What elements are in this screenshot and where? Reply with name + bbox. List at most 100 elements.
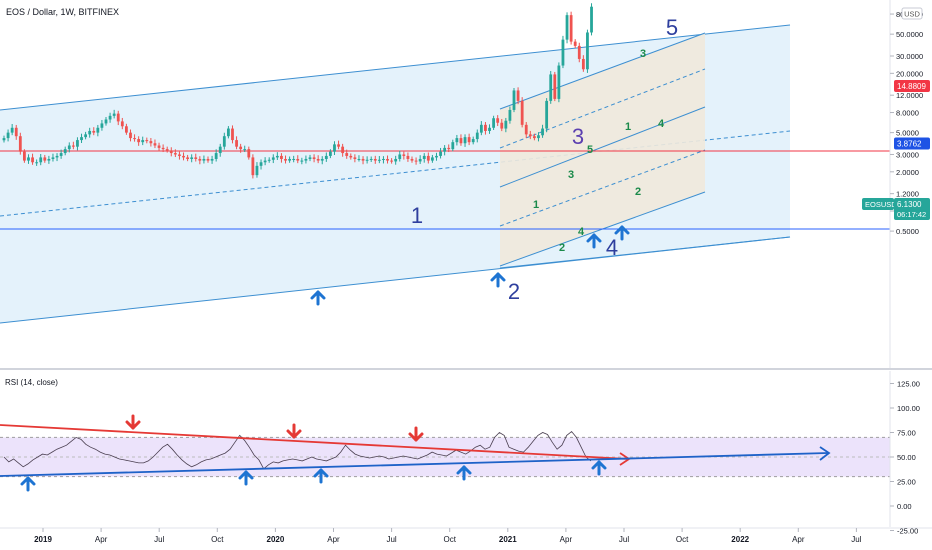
candle-body	[394, 158, 398, 162]
candle-body	[51, 157, 55, 159]
candle-body	[296, 158, 300, 161]
time-tick-label: Jul	[851, 535, 861, 544]
currency-label: USD	[904, 10, 920, 19]
candle-body	[353, 157, 357, 159]
price-tick-label: 1.2000	[896, 190, 919, 199]
candle-body	[410, 158, 414, 161]
candle-body	[324, 155, 328, 159]
rsi-tick-label: 50.00	[897, 453, 916, 462]
inner-channel-lower-dash	[499, 149, 706, 227]
candle-body	[280, 155, 283, 159]
time-tick-label: 2019	[34, 535, 52, 544]
chart-title: EOS / Dollar, 1W, BITFINEX	[6, 7, 119, 17]
time-tick-label: Jul	[154, 535, 164, 544]
candle-body	[329, 151, 332, 156]
candle-body	[590, 6, 593, 33]
wave-labels-small: 1 2 3 4 5 1 2 3 4	[533, 48, 665, 254]
candle-body	[186, 157, 189, 159]
arrow-up-icon	[614, 225, 630, 241]
candle-body	[190, 157, 194, 159]
candle-body	[108, 115, 112, 120]
candle-body	[422, 155, 426, 159]
subwave-label-2a: 2	[559, 242, 565, 254]
candle-body	[292, 158, 296, 160]
candle-body	[47, 158, 51, 161]
price-tick-label: 5.0000	[896, 129, 919, 138]
candle-body	[2, 138, 6, 141]
candle-body	[206, 158, 210, 161]
rsi-tick-label: 125.00	[897, 380, 920, 389]
arrow-up-icon	[20, 476, 36, 492]
candle-body	[504, 120, 508, 129]
candle-body	[251, 157, 255, 176]
candle-body	[455, 138, 459, 143]
subwave-label-1a: 1	[533, 199, 539, 211]
candle-body	[484, 124, 487, 131]
time-tick-label: Jul	[386, 535, 396, 544]
arrow-down-icon	[408, 426, 424, 442]
candle-body	[116, 113, 120, 122]
subwave-label-3b: 3	[640, 48, 646, 60]
arrow-up-icon	[490, 272, 506, 288]
rsi-tick-label: -25.00	[897, 527, 918, 536]
candle-body	[198, 158, 202, 161]
candle-body	[173, 153, 177, 155]
candle-body	[320, 158, 324, 161]
candle-body	[561, 39, 565, 66]
candle-body	[247, 149, 251, 158]
candle-body	[145, 140, 149, 142]
candle-body	[96, 127, 100, 133]
candle-body	[406, 155, 410, 159]
candle-body	[259, 162, 263, 166]
candle-body	[431, 157, 434, 161]
wave-label-1: 1	[411, 203, 423, 228]
candle-body	[129, 132, 132, 139]
candle-body	[553, 74, 557, 99]
arrow-down-icon	[286, 423, 302, 439]
wave-label-2: 2	[508, 279, 520, 304]
candle-body	[178, 154, 181, 156]
candle-body	[573, 41, 577, 46]
candle-body	[18, 136, 22, 152]
candles	[2, 3, 593, 179]
candle-body	[524, 124, 528, 135]
price-tick-label: 12.0000	[896, 91, 923, 100]
candle-body	[467, 137, 471, 143]
symbol-badge	[862, 198, 894, 210]
price-label-badge	[894, 137, 930, 150]
candle-body	[222, 136, 226, 147]
candle-body	[447, 147, 451, 150]
candle-body	[545, 100, 549, 129]
candle-body	[218, 146, 222, 154]
price-tick-label: 3.0000	[896, 150, 919, 159]
candle-body	[365, 159, 369, 161]
candle-body	[418, 158, 422, 162]
candle-body	[479, 124, 483, 133]
candle-body	[512, 90, 516, 110]
candle-body	[88, 130, 92, 135]
candle-body	[414, 160, 418, 162]
candle-body	[112, 113, 116, 116]
arrow-up-icon	[310, 290, 326, 306]
candle-body	[549, 74, 553, 101]
candle-body	[386, 158, 389, 161]
candle-body	[67, 145, 71, 150]
candle-body	[398, 154, 402, 159]
rsi-red-trendline	[0, 424, 629, 460]
candle-body	[488, 127, 491, 131]
candle-body	[161, 147, 165, 150]
candle-body	[182, 155, 185, 158]
candle-body	[27, 157, 30, 161]
wave-label-4: 4	[606, 235, 618, 260]
candle-body	[10, 127, 14, 133]
time-tick-label: Apr	[327, 535, 340, 544]
wave-labels-large: 1 2 3 4 5	[411, 15, 678, 304]
candle-body	[76, 140, 79, 147]
candle-body	[426, 155, 430, 161]
rsi-axis: 125.00 100.00 75.00 50.00 25.00 0.00 -25.00	[889, 371, 920, 536]
subwave-label-2b: 2	[635, 186, 641, 198]
candle-body	[153, 143, 157, 146]
price-tick-label: 20.0000	[896, 69, 923, 78]
candle-body	[357, 158, 361, 160]
